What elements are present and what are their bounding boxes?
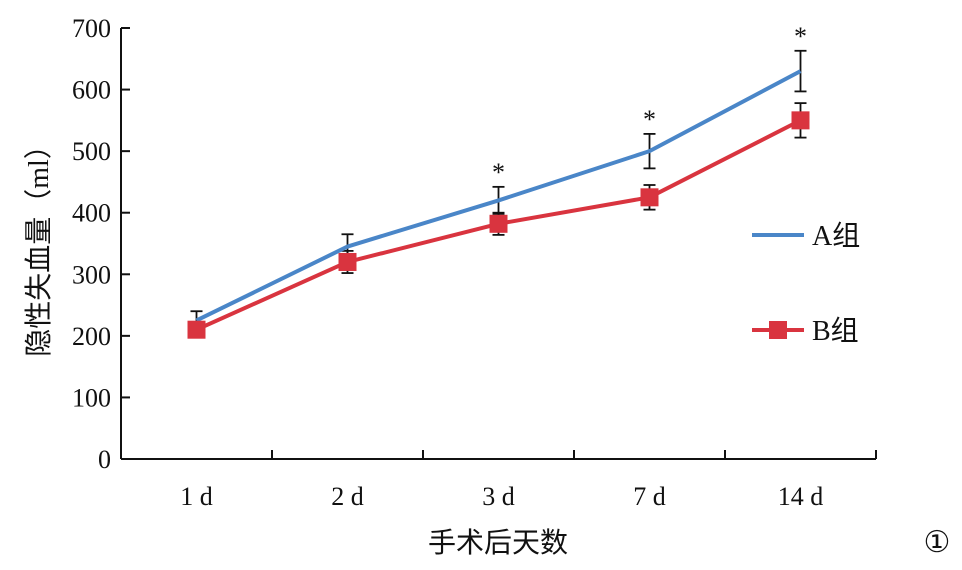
y-axis-ticks: 0 100 200 300 400 500 600 700 xyxy=(72,14,130,474)
series-line-0 xyxy=(195,69,802,323)
significance-star: * xyxy=(794,22,807,51)
x-axis-title: 手术后天数 xyxy=(428,527,568,559)
series-marker-1 xyxy=(338,252,357,271)
legend-marker-b xyxy=(769,321,787,339)
y-tick-label: 0 xyxy=(98,445,111,474)
x-tick-label: 7 d xyxy=(633,482,666,511)
x-tick-label: 3 d xyxy=(482,482,515,511)
x-tick-label: 2 d xyxy=(331,482,364,511)
legend-label-a: A组 xyxy=(812,220,860,252)
series-lines xyxy=(195,69,802,332)
y-tick-label: 500 xyxy=(72,137,111,166)
series-marker-1 xyxy=(640,188,659,207)
y-tick-label: 300 xyxy=(72,260,111,289)
y-tick-label: 600 xyxy=(72,76,111,105)
significance-star: * xyxy=(492,158,505,187)
series-marker-1 xyxy=(489,214,508,233)
series-markers xyxy=(187,111,810,339)
legend: A组 B组 xyxy=(752,220,860,347)
series-marker-1 xyxy=(791,111,810,130)
x-tick-label: 14 d xyxy=(778,482,824,511)
x-tick-label: 1 d xyxy=(180,482,213,511)
y-axis-title: 隐性失血量（ml） xyxy=(23,131,55,357)
figure-label: ① xyxy=(924,526,951,559)
x-axis-ticks: 1 d 2 d 3 d 7 d 14 d xyxy=(180,450,877,511)
y-tick-label: 700 xyxy=(72,14,111,43)
y-tick-label: 200 xyxy=(72,322,111,351)
significance-markers: * * * xyxy=(492,22,807,187)
legend-label-b: B组 xyxy=(812,315,859,347)
y-tick-label: 400 xyxy=(72,199,111,228)
y-tick-label: 100 xyxy=(72,383,111,412)
series-marker-1 xyxy=(187,320,206,339)
significance-star: * xyxy=(643,105,656,134)
